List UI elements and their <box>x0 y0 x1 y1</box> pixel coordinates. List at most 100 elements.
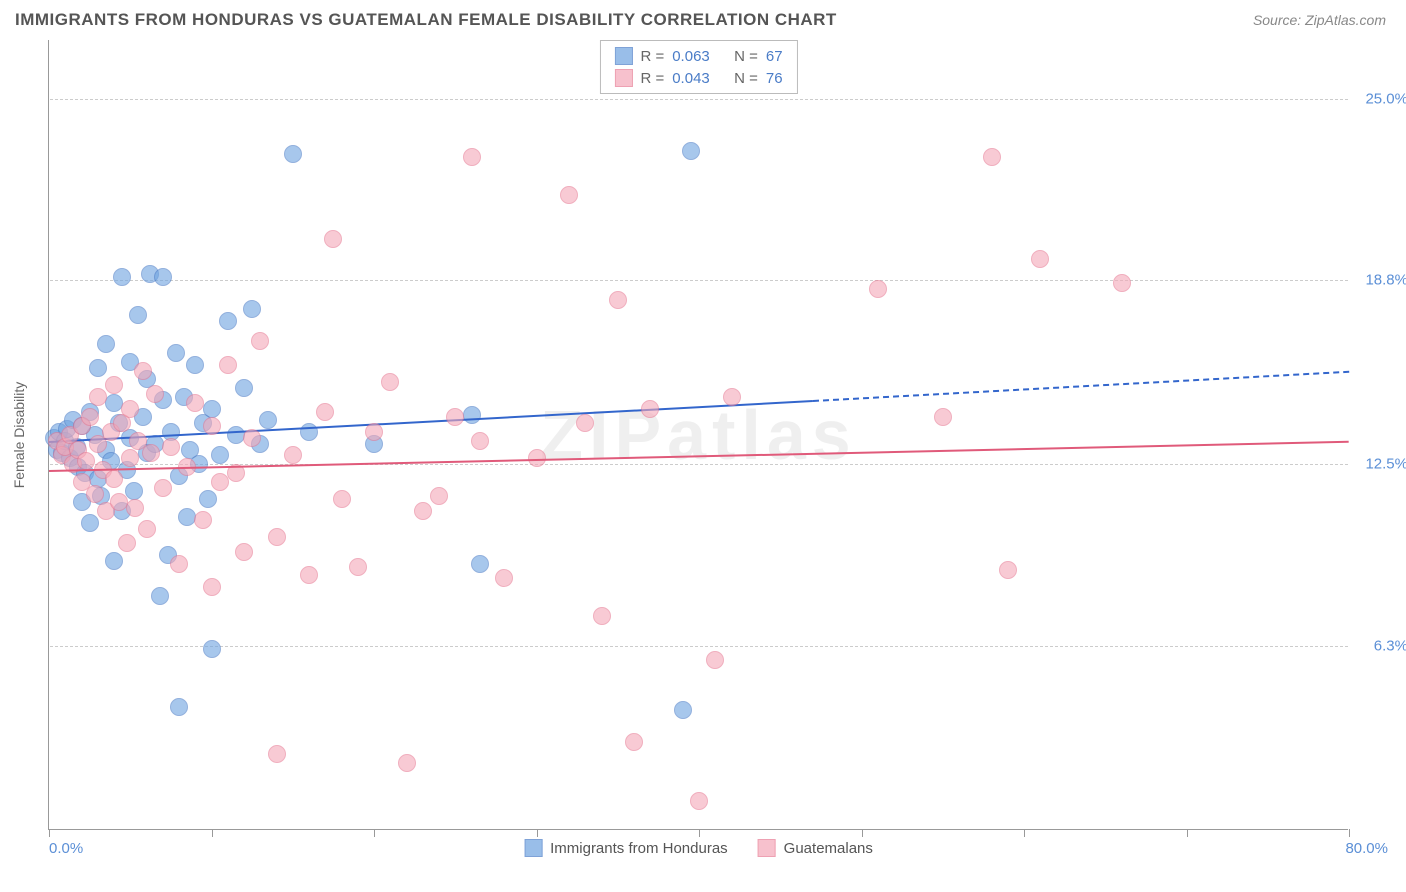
legend-item-guatemala: Guatemalans <box>758 839 873 857</box>
data-point-guatemala <box>869 280 887 298</box>
data-point-guatemala <box>706 651 724 669</box>
data-point-guatemala <box>126 499 144 517</box>
gridline <box>50 646 1348 647</box>
data-point-guatemala <box>186 394 204 412</box>
data-point-guatemala <box>446 408 464 426</box>
data-point-honduras <box>471 555 489 573</box>
data-point-honduras <box>186 356 204 374</box>
data-point-guatemala <box>365 423 383 441</box>
swatch-honduras-icon <box>614 47 632 65</box>
data-point-guatemala <box>89 388 107 406</box>
stat-r-label: R = <box>640 70 664 87</box>
data-point-honduras <box>674 701 692 719</box>
data-point-honduras <box>105 552 123 570</box>
data-point-guatemala <box>495 569 513 587</box>
data-point-honduras <box>151 587 169 605</box>
data-point-guatemala <box>77 452 95 470</box>
data-point-honduras <box>125 482 143 500</box>
trend-line-honduras <box>813 371 1349 402</box>
data-point-honduras <box>203 400 221 418</box>
swatch-guatemala-icon <box>758 839 776 857</box>
data-point-honduras <box>178 508 196 526</box>
legend-label-honduras: Immigrants from Honduras <box>550 840 728 857</box>
x-tick <box>1349 829 1350 837</box>
data-point-honduras <box>170 698 188 716</box>
data-point-guatemala <box>243 429 261 447</box>
data-point-guatemala <box>268 745 286 763</box>
legend-item-honduras: Immigrants from Honduras <box>524 839 728 857</box>
data-point-guatemala <box>121 400 139 418</box>
data-point-honduras <box>129 306 147 324</box>
swatch-guatemala-icon <box>614 69 632 87</box>
data-point-guatemala <box>300 566 318 584</box>
stat-n-value-guatemala: 76 <box>766 70 783 87</box>
data-point-guatemala <box>471 432 489 450</box>
data-point-honduras <box>81 514 99 532</box>
swatch-honduras-icon <box>524 839 542 857</box>
data-point-guatemala <box>194 511 212 529</box>
data-point-guatemala <box>146 385 164 403</box>
data-point-guatemala <box>105 470 123 488</box>
data-point-guatemala <box>138 520 156 538</box>
x-tick <box>49 829 50 837</box>
data-point-honduras <box>235 379 253 397</box>
data-point-honduras <box>203 640 221 658</box>
stat-n-label: N = <box>734 70 758 87</box>
data-point-guatemala <box>999 561 1017 579</box>
data-point-honduras <box>199 490 217 508</box>
data-point-honduras <box>219 312 237 330</box>
x-tick <box>699 829 700 837</box>
data-point-guatemala <box>105 376 123 394</box>
data-point-guatemala <box>414 502 432 520</box>
data-point-guatemala <box>170 555 188 573</box>
data-point-honduras <box>284 145 302 163</box>
data-point-guatemala <box>268 528 286 546</box>
data-point-guatemala <box>324 230 342 248</box>
data-point-honduras <box>89 359 107 377</box>
x-tick <box>1024 829 1025 837</box>
data-point-guatemala <box>430 487 448 505</box>
data-point-guatemala <box>81 408 99 426</box>
stat-r-value-honduras: 0.063 <box>672 48 710 65</box>
plot-area: ZIPatlas Female Disability R = 0.063 N =… <box>48 40 1348 830</box>
data-point-guatemala <box>641 400 659 418</box>
stat-r-label: R = <box>640 48 664 65</box>
stats-legend: R = 0.063 N = 67 R = 0.043 N = 76 <box>599 40 797 94</box>
data-point-guatemala <box>723 388 741 406</box>
y-tick-label: 25.0% <box>1365 90 1406 107</box>
data-point-honduras <box>463 406 481 424</box>
data-point-guatemala <box>560 186 578 204</box>
stats-row-honduras: R = 0.063 N = 67 <box>614 45 782 67</box>
data-point-guatemala <box>219 356 237 374</box>
legend-label-guatemala: Guatemalans <box>784 840 873 857</box>
data-point-guatemala <box>211 473 229 491</box>
data-point-guatemala <box>235 543 253 561</box>
x-tick <box>212 829 213 837</box>
data-point-guatemala <box>1031 250 1049 268</box>
data-point-guatemala <box>983 148 1001 166</box>
data-point-honduras <box>97 335 115 353</box>
data-point-guatemala <box>154 479 172 497</box>
x-tick <box>537 829 538 837</box>
data-point-guatemala <box>576 414 594 432</box>
x-tick <box>1187 829 1188 837</box>
data-point-guatemala <box>349 558 367 576</box>
stats-row-guatemala: R = 0.043 N = 76 <box>614 67 782 89</box>
stat-r-value-guatemala: 0.043 <box>672 70 710 87</box>
x-tick <box>374 829 375 837</box>
chart-container: ZIPatlas Female Disability R = 0.063 N =… <box>48 40 1348 830</box>
data-point-honduras <box>259 411 277 429</box>
data-point-guatemala <box>121 449 139 467</box>
data-point-honduras <box>113 268 131 286</box>
stat-n-label: N = <box>734 48 758 65</box>
data-point-guatemala <box>1113 274 1131 292</box>
data-point-honduras <box>154 268 172 286</box>
data-point-honduras <box>167 344 185 362</box>
data-point-guatemala <box>251 332 269 350</box>
data-point-guatemala <box>203 578 221 596</box>
series-legend: Immigrants from Honduras Guatemalans <box>524 839 873 857</box>
data-point-guatemala <box>118 534 136 552</box>
data-point-guatemala <box>316 403 334 421</box>
data-point-guatemala <box>284 446 302 464</box>
data-point-guatemala <box>398 754 416 772</box>
